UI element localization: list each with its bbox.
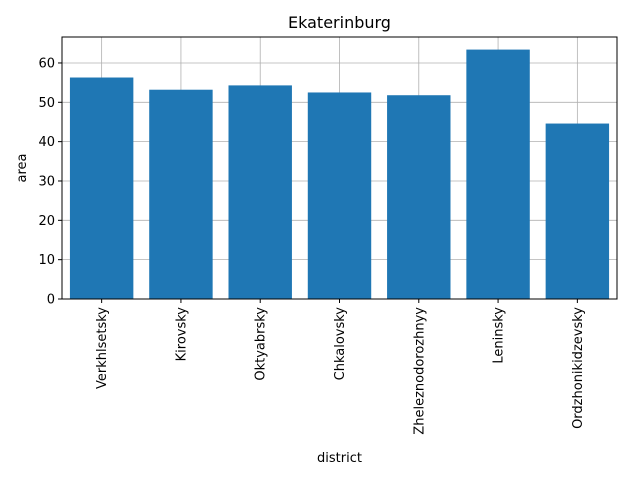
bar	[228, 85, 292, 299]
bar	[466, 49, 530, 299]
y-axis-label: area	[15, 154, 30, 183]
x-axis-ticks: Verkhlsetsky Kirovsky Oktyabrsky Chkalovsky…	[95, 299, 586, 435]
bar	[545, 123, 610, 300]
x-tick-label: Ordzhonikidzevsky	[571, 307, 586, 429]
y-tick-label: 20	[38, 214, 55, 229]
x-tick-label: Chkalovsky	[333, 307, 348, 381]
x-axis-label: district	[317, 451, 362, 466]
bar	[149, 89, 213, 299]
x-tick-label: Zheleznodorozhnyy	[412, 307, 427, 435]
bars	[69, 49, 610, 300]
bar	[307, 92, 372, 299]
y-tick-label: 50	[38, 96, 55, 111]
bar	[69, 77, 134, 299]
x-tick-label: Kirovsky	[174, 307, 189, 362]
x-tick-label: Verkhlsetsky	[95, 307, 110, 389]
bar	[387, 95, 451, 299]
y-tick-label: 40	[38, 135, 55, 150]
y-tick-label: 10	[38, 253, 55, 268]
y-axis-ticks: 0 10 20 30 40 50 60	[38, 56, 62, 308]
x-tick-label: Leninsky	[492, 307, 507, 364]
y-tick-label: 60	[38, 56, 55, 71]
x-tick-label: Oktyabrsky	[254, 307, 269, 381]
y-tick-label: 30	[38, 174, 55, 189]
y-tick-label: 0	[47, 293, 55, 308]
chart-title: Ekaterinburg	[288, 13, 391, 32]
